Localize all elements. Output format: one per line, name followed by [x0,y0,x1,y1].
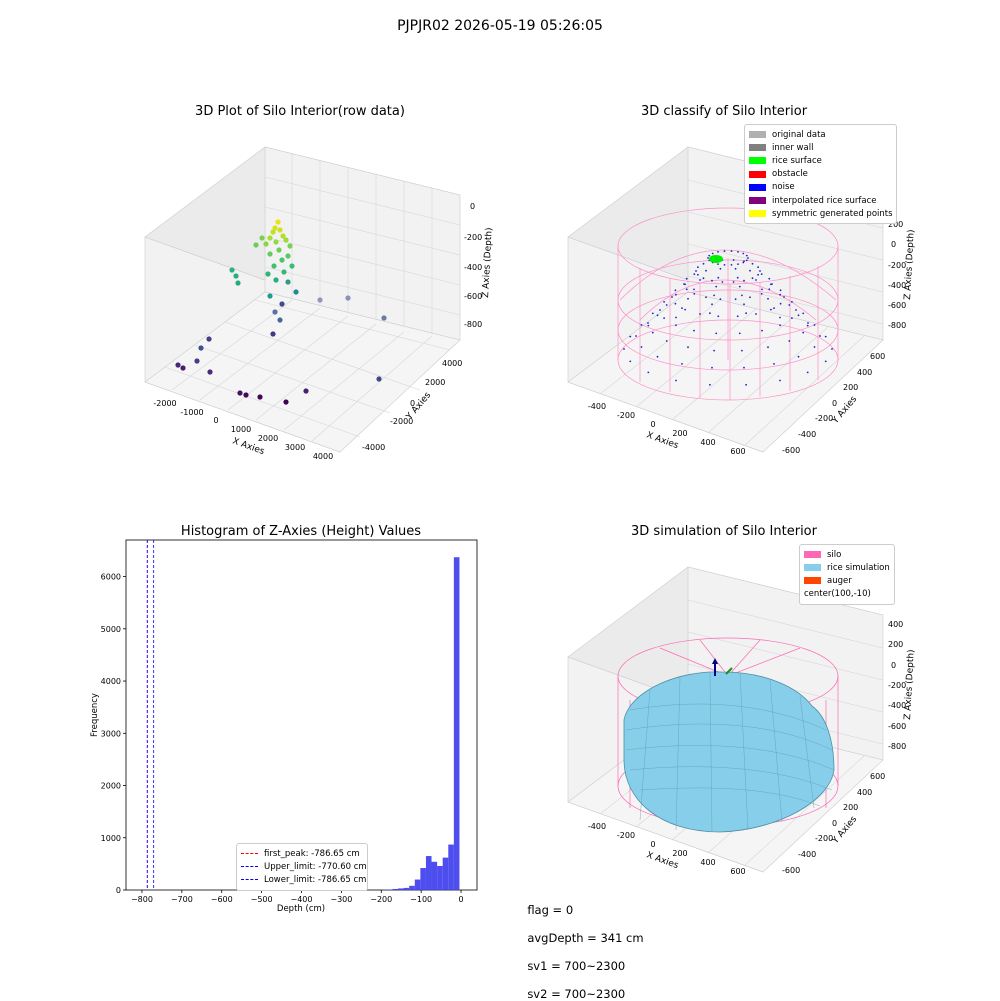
simulation-y-tick: -600 [782,866,800,875]
simulation-x-tick: 200 [672,849,687,858]
simulation-x-tick: -400 [588,822,606,831]
legend-swatch [804,551,821,558]
legend-item: silo [804,548,890,561]
legend-item: center(100,-10) [804,588,890,601]
simulation-x-tick: 600 [730,867,745,876]
simulation-z-label: Z Axies (Depth) [903,649,917,720]
simulation-z-tick: 0 [891,661,896,670]
simulation-y-tick: 200 [843,803,858,812]
legend-swatch [804,564,821,571]
simulation-z-tick: -600 [888,722,906,731]
status-footer: flag = 0 avgDepth = 341 cm sv1 = 700~230… [520,889,644,1001]
sv2-text: sv2 = 700~2300 [527,987,625,1001]
simulation-x-tick: 0 [650,840,655,849]
avg-depth-text: avgDepth = 341 cm [527,931,643,945]
simulation-y-tick: 400 [857,788,872,797]
sv1-text: sv1 = 700~2300 [527,959,625,973]
simulation-x-tick: 400 [700,858,715,867]
simulation-x-tick: -200 [617,831,635,840]
legend-swatch [804,577,821,584]
simulation-y-tick: 0 [832,819,837,828]
simulation-z-tick: 400 [888,620,903,629]
flag-text: flag = 0 [527,903,573,917]
simulation-z-tick: -200 [888,681,906,690]
simulation-y-tick: -400 [798,850,816,859]
simulation-z-tick: 200 [888,640,903,649]
legend-item: auger [804,574,890,587]
simulation-rice-surface [624,672,834,832]
simulation-legend: silo rice simulation auger center(100,-1… [799,544,895,605]
simulation-z-tick: -800 [888,742,906,751]
legend-item: rice simulation [804,561,890,574]
simulation-y-tick: 600 [870,772,885,781]
